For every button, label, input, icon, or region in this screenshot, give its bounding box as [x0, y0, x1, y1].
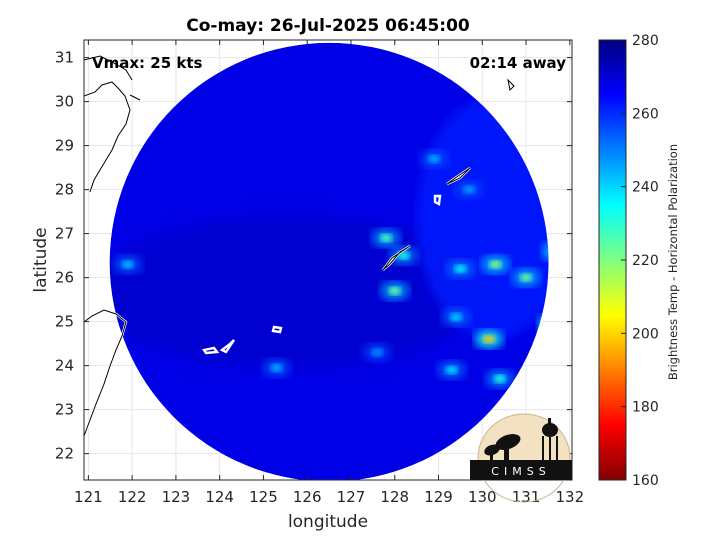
brightness-feature: [482, 335, 495, 344]
x-tick-label: 123: [162, 488, 191, 506]
brightness-feature: [520, 273, 533, 282]
cimss-logo: CIMSS: [470, 413, 572, 503]
brightness-feature: [121, 260, 134, 269]
x-tick-label: 132: [555, 488, 584, 506]
water-tower-icon: [542, 418, 558, 460]
colorbar-ticks: 160 180 200 220 240 260 280: [621, 33, 659, 489]
vmax-label: Vmax: 25 kts: [92, 54, 202, 72]
y-tick-label: 29: [55, 137, 74, 155]
island-small-1: [433, 194, 442, 206]
x-tick-label: 122: [118, 488, 147, 506]
colorbar-tick-label: 160: [632, 473, 659, 489]
y-tick-label: 23: [55, 401, 74, 419]
brightness-feature: [463, 185, 476, 194]
coastlines-black: [84, 55, 515, 437]
colorbar-tick-label: 220: [632, 253, 659, 269]
logo-band: [470, 460, 572, 480]
x-tick-label: 131: [512, 488, 541, 506]
swath-cold-band: [109, 215, 487, 369]
colorbar-tick-label: 240: [632, 180, 659, 196]
brightness-feature: [428, 154, 441, 163]
brightness-feature: [493, 374, 506, 383]
colorbar-tick-label: 180: [632, 400, 659, 416]
x-tick-label: 121: [74, 488, 103, 506]
time-to-landfall-label: 02:14 away: [470, 54, 567, 72]
coastline-taiwan-outline: [84, 309, 127, 437]
x-tick-label: 126: [293, 488, 322, 506]
y-tick-label: 30: [55, 93, 74, 111]
brightness-feature: [379, 234, 392, 242]
island-yaeyama: [202, 339, 235, 355]
y-ticks: 22 23 24 25 26 27 28 29 30 31: [55, 49, 572, 463]
swath-layer: [109, 42, 549, 480]
x-tick-label: 125: [249, 488, 278, 506]
y-tick-label: 27: [55, 225, 74, 243]
y-tick-label: 31: [55, 49, 74, 67]
island-miyako: [271, 325, 283, 334]
logo-text: CIMSS: [491, 465, 550, 478]
x-tick-label: 130: [468, 488, 497, 506]
brightness-feature: [445, 366, 458, 374]
brightness-feature: [270, 363, 283, 372]
brightness-feature: [489, 260, 502, 269]
colorbar-tick-label: 260: [632, 106, 659, 122]
brightness-feature: [450, 313, 463, 322]
coast-north-offshore: [84, 55, 515, 101]
x-tick-label: 128: [380, 488, 409, 506]
island-amami-outline: [446, 167, 471, 185]
x-tick-label: 127: [337, 488, 366, 506]
y-tick-label: 28: [55, 181, 74, 199]
y-tick-label: 24: [55, 357, 74, 375]
chart-title: Co-may: 26-Jul-2025 06:45:00: [186, 16, 470, 36]
brightness-feature: [454, 264, 467, 273]
y-tick-label: 26: [55, 269, 74, 287]
y-axis-label: latitude: [31, 227, 51, 292]
x-tick-label: 129: [424, 488, 453, 506]
logo-sky-rim: [477, 413, 571, 503]
coastline-mainland-outline: [84, 81, 131, 193]
brightness-feature: [388, 286, 401, 295]
x-axis-label: longitude: [288, 512, 368, 532]
island-okinawa-outline: [382, 245, 411, 271]
dish-icon: [484, 434, 521, 462]
y-tick-label: 22: [55, 445, 74, 463]
y-tick-label: 25: [55, 313, 74, 331]
x-tick-label: 124: [205, 488, 234, 506]
colorbar-tick-label: 280: [632, 33, 659, 49]
axes-frame: [83, 39, 573, 481]
colorbar-tick-label: 200: [632, 326, 659, 342]
brightness-feature: [371, 348, 384, 357]
colorbar-label: Brightness Temp - Horizontal Polarizatio…: [666, 144, 680, 380]
